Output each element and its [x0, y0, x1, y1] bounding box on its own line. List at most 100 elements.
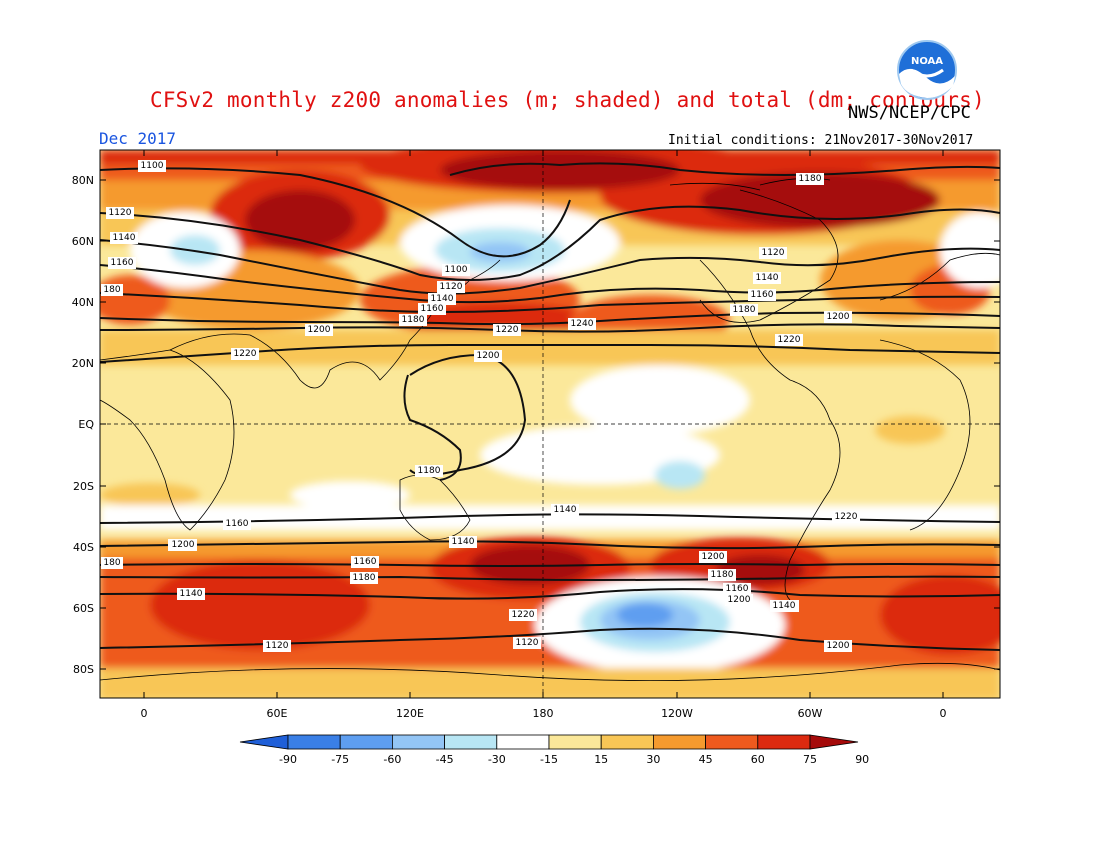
svg-text:1100: 1100 — [141, 161, 164, 171]
lat-label: 60N — [72, 235, 94, 248]
colorbar-label: 75 — [803, 753, 817, 766]
contour-label: 1120 — [437, 281, 465, 293]
agency-label: NWS/NCEP/CPC — [848, 103, 971, 123]
svg-text:1200: 1200 — [308, 325, 331, 335]
lon-label: 120E — [396, 707, 424, 720]
svg-text:1160: 1160 — [354, 557, 377, 567]
contour-label: 1160 — [108, 257, 136, 269]
lat-label: 60S — [73, 602, 94, 615]
colorbar-label: 15 — [594, 753, 608, 766]
svg-text:180: 180 — [103, 558, 120, 568]
colorbar-box — [653, 734, 707, 750]
contour-label: 1120 — [759, 247, 787, 259]
svg-text:1180: 1180 — [418, 466, 441, 476]
contour-label: 1180 — [708, 569, 736, 581]
contour-label: 1200 — [725, 594, 753, 606]
svg-text:1140: 1140 — [113, 233, 136, 243]
contour-label: 1200 — [699, 551, 727, 563]
contour-label: 1200 — [824, 311, 852, 323]
initial-conditions: Initial conditions: 21Nov2017-30Nov2017 — [668, 133, 974, 148]
contour-label: 1100 — [442, 264, 470, 276]
contour-label: 1100 — [138, 160, 166, 172]
lon-label: 180 — [533, 707, 554, 720]
contour-labels: 1100 1180 1120 1140 1160 1100 1120 1140 1160 1180… — [101, 160, 860, 652]
colorbar-label: -60 — [383, 753, 401, 766]
latitude-axis: 80N 60N 40N 20N EQ 20S 40S 60S 80S — [72, 174, 1000, 676]
contour-label: 1220 — [509, 609, 537, 621]
contour-label: 1180 — [399, 314, 427, 326]
lat-label: 40S — [73, 541, 94, 554]
contour-label: 1120 — [106, 207, 134, 219]
contour-label: 1180 — [730, 304, 758, 316]
contour-label: 1240 — [568, 318, 596, 330]
svg-text:1160: 1160 — [226, 519, 249, 529]
svg-text:1200: 1200 — [827, 312, 850, 322]
contour-label: 1140 — [177, 588, 205, 600]
colorbar-box — [600, 734, 654, 750]
svg-text:1220: 1220 — [496, 325, 519, 335]
longitude-axis: 0 60E 120E 180 120W 60W 0 — [141, 150, 947, 720]
contour-label: 1180 — [350, 572, 378, 584]
contour-label: 1220 — [775, 334, 803, 346]
contour-label: 1160 — [223, 518, 251, 530]
svg-text:1140: 1140 — [431, 294, 454, 304]
svg-text:1240: 1240 — [571, 319, 594, 329]
contour-label: 1160 — [748, 289, 776, 301]
colorbar-label: 30 — [646, 753, 660, 766]
svg-text:1140: 1140 — [452, 537, 475, 547]
contour-label: 1200 — [474, 350, 502, 362]
svg-text:1160: 1160 — [111, 258, 134, 268]
svg-text:1200: 1200 — [827, 641, 850, 651]
svg-text:1200: 1200 — [477, 351, 500, 361]
height-contours — [100, 162, 1000, 651]
colorbar-label: -30 — [488, 753, 506, 766]
colorbar-max-arrow — [809, 734, 859, 750]
svg-text:1100: 1100 — [445, 265, 468, 275]
colorbar-box — [705, 734, 759, 750]
lat-label: 20S — [73, 480, 94, 493]
colorbar-box — [444, 734, 498, 750]
svg-text:1200: 1200 — [172, 540, 195, 550]
contour-label: 1140 — [449, 536, 477, 548]
svg-text:1140: 1140 — [756, 273, 779, 283]
anomaly-shading: 1100 1180 1120 1140 1160 1100 1120 1140 1160 1180… — [100, 150, 1000, 698]
svg-text:1140: 1140 — [180, 589, 203, 599]
svg-text:1120: 1120 — [266, 641, 289, 651]
svg-text:1120: 1120 — [109, 208, 132, 218]
svg-text:1120: 1120 — [440, 282, 463, 292]
svg-text:1160: 1160 — [751, 290, 774, 300]
forecast-month: Dec 2017 — [99, 129, 177, 148]
svg-text:1140: 1140 — [554, 505, 577, 515]
svg-text:1180: 1180 — [733, 305, 756, 315]
lat-label: 80N — [72, 174, 94, 187]
colorbar-label: 60 — [751, 753, 765, 766]
contour-label: 1140 — [551, 504, 579, 516]
contour-label: 1200 — [305, 324, 333, 336]
contour-label: 180 — [101, 284, 123, 296]
lon-label: 0 — [141, 707, 148, 720]
colorbar-box — [548, 734, 602, 750]
contour-label: 1160 — [723, 583, 751, 595]
contour-label: 1220 — [832, 511, 860, 523]
colorbar-label: -45 — [436, 753, 454, 766]
colorbar-label: -90 — [279, 753, 297, 766]
svg-text:1220: 1220 — [835, 512, 858, 522]
svg-text:1180: 1180 — [711, 570, 734, 580]
contour-label: 180 — [101, 557, 123, 569]
svg-text:1140: 1140 — [773, 601, 796, 611]
contour-label: 1180 — [415, 465, 443, 477]
contour-label: 1180 — [796, 173, 824, 185]
lat-label: 20N — [72, 357, 94, 370]
svg-text:1220: 1220 — [234, 349, 257, 359]
svg-text:1200: 1200 — [728, 595, 751, 605]
svg-text:1180: 1180 — [353, 573, 376, 583]
colorbar-min-arrow — [239, 734, 289, 750]
lat-label: 80S — [73, 663, 94, 676]
contour-label: 1160 — [351, 556, 379, 568]
contour-label: 1140 — [753, 272, 781, 284]
svg-text:1200: 1200 — [702, 552, 725, 562]
colorbar-label: 45 — [699, 753, 713, 766]
colorbar-box — [496, 734, 550, 750]
contour-label: 1220 — [231, 348, 259, 360]
